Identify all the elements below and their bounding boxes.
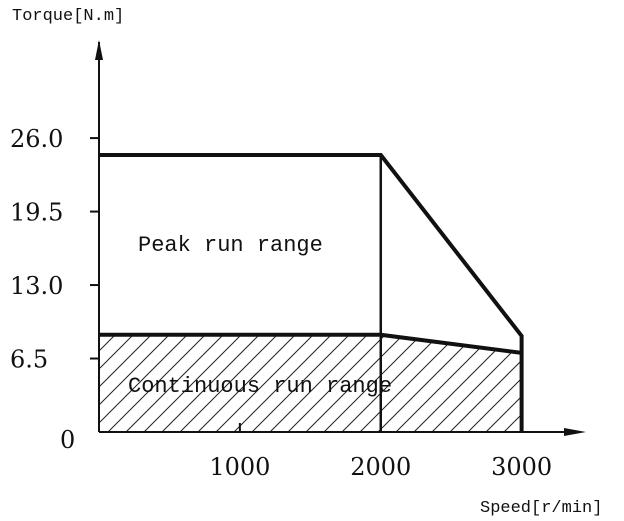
continuous-run-range-outline [99,332,522,355]
peak-run-range-outline [99,153,524,432]
x-tick-label: 1000 [209,453,270,481]
continuous-run-range-label: Continuous run range [128,374,392,399]
y-axis-title: Torque[N.m] [12,7,124,26]
x-tick-label: 3000 [491,453,552,481]
x-axis-ticks: 1000 2000 3000 [209,423,552,481]
y-tick-label: 13.0 [10,272,63,300]
x-tick-label: 2000 [350,453,411,481]
y-tick-label: 19.5 [10,199,63,227]
continuous-run-range-fill [99,334,522,432]
y-tick-label: 0 [60,426,75,454]
y-axis-arrow [95,40,103,60]
y-tick-label: 26.0 [10,125,63,153]
y-tick-label: 6.5 [10,346,48,374]
x-axis-arrow [564,428,586,436]
y-axis-ticks: 0 6.5 13.0 19.5 26.0 [10,125,99,454]
peak-run-range-label: Peak run range [138,233,323,258]
x-axis-title: Speed[r/min] [480,499,602,518]
